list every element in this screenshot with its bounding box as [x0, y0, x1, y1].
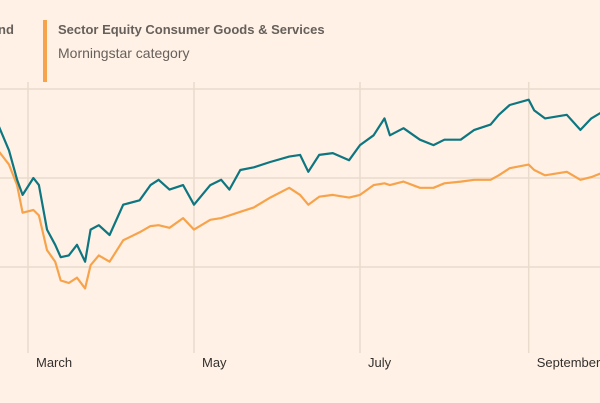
legend-series2-swatch — [43, 20, 47, 82]
x-tick-label: September — [537, 355, 600, 370]
x-axis-ticks: March May July September — [36, 355, 600, 370]
legend-series1-label: nd — [0, 22, 14, 37]
series-line-2 — [0, 151, 600, 290]
x-tick-label: May — [202, 355, 227, 370]
x-tick-label: March — [36, 355, 72, 370]
legend-series2-subtitle: Morningstar category — [58, 45, 190, 61]
legend-series2-title: Sector Equity Consumer Goods & Services — [58, 22, 325, 37]
x-tick-label: July — [368, 355, 392, 370]
series-lines — [0, 98, 600, 290]
series-line-1 — [0, 98, 600, 263]
gridlines — [0, 82, 600, 353]
